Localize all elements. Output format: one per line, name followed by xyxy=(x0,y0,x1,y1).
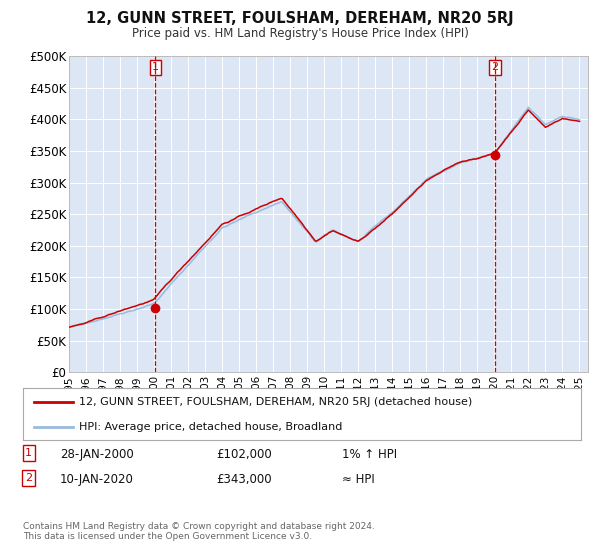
Text: 1: 1 xyxy=(152,62,159,72)
Text: 1% ↑ HPI: 1% ↑ HPI xyxy=(342,448,397,461)
Text: HPI: Average price, detached house, Broadland: HPI: Average price, detached house, Broa… xyxy=(79,422,342,432)
Text: 12, GUNN STREET, FOULSHAM, DEREHAM, NR20 5RJ (detached house): 12, GUNN STREET, FOULSHAM, DEREHAM, NR20… xyxy=(79,397,472,407)
Text: 28-JAN-2000: 28-JAN-2000 xyxy=(60,448,134,461)
Text: Contains HM Land Registry data © Crown copyright and database right 2024.
This d: Contains HM Land Registry data © Crown c… xyxy=(23,522,374,542)
Text: £102,000: £102,000 xyxy=(216,448,272,461)
Text: ≈ HPI: ≈ HPI xyxy=(342,473,375,486)
Text: 2: 2 xyxy=(491,62,499,72)
Text: Price paid vs. HM Land Registry's House Price Index (HPI): Price paid vs. HM Land Registry's House … xyxy=(131,27,469,40)
Text: 12, GUNN STREET, FOULSHAM, DEREHAM, NR20 5RJ: 12, GUNN STREET, FOULSHAM, DEREHAM, NR20… xyxy=(86,11,514,26)
Text: £343,000: £343,000 xyxy=(216,473,272,486)
Text: 10-JAN-2020: 10-JAN-2020 xyxy=(60,473,134,486)
Text: 1: 1 xyxy=(25,448,32,458)
Text: 2: 2 xyxy=(25,473,32,483)
